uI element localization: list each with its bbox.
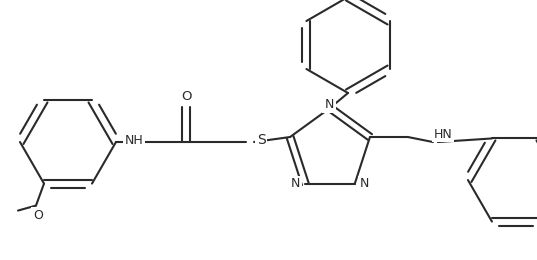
Text: N: N: [324, 99, 333, 112]
Text: NH: NH: [125, 133, 143, 146]
Text: HN: HN: [433, 127, 452, 140]
Text: N: N: [360, 178, 369, 191]
Text: N: N: [291, 178, 300, 191]
Text: O: O: [33, 209, 43, 222]
Text: O: O: [182, 90, 192, 103]
Text: S: S: [257, 133, 265, 147]
